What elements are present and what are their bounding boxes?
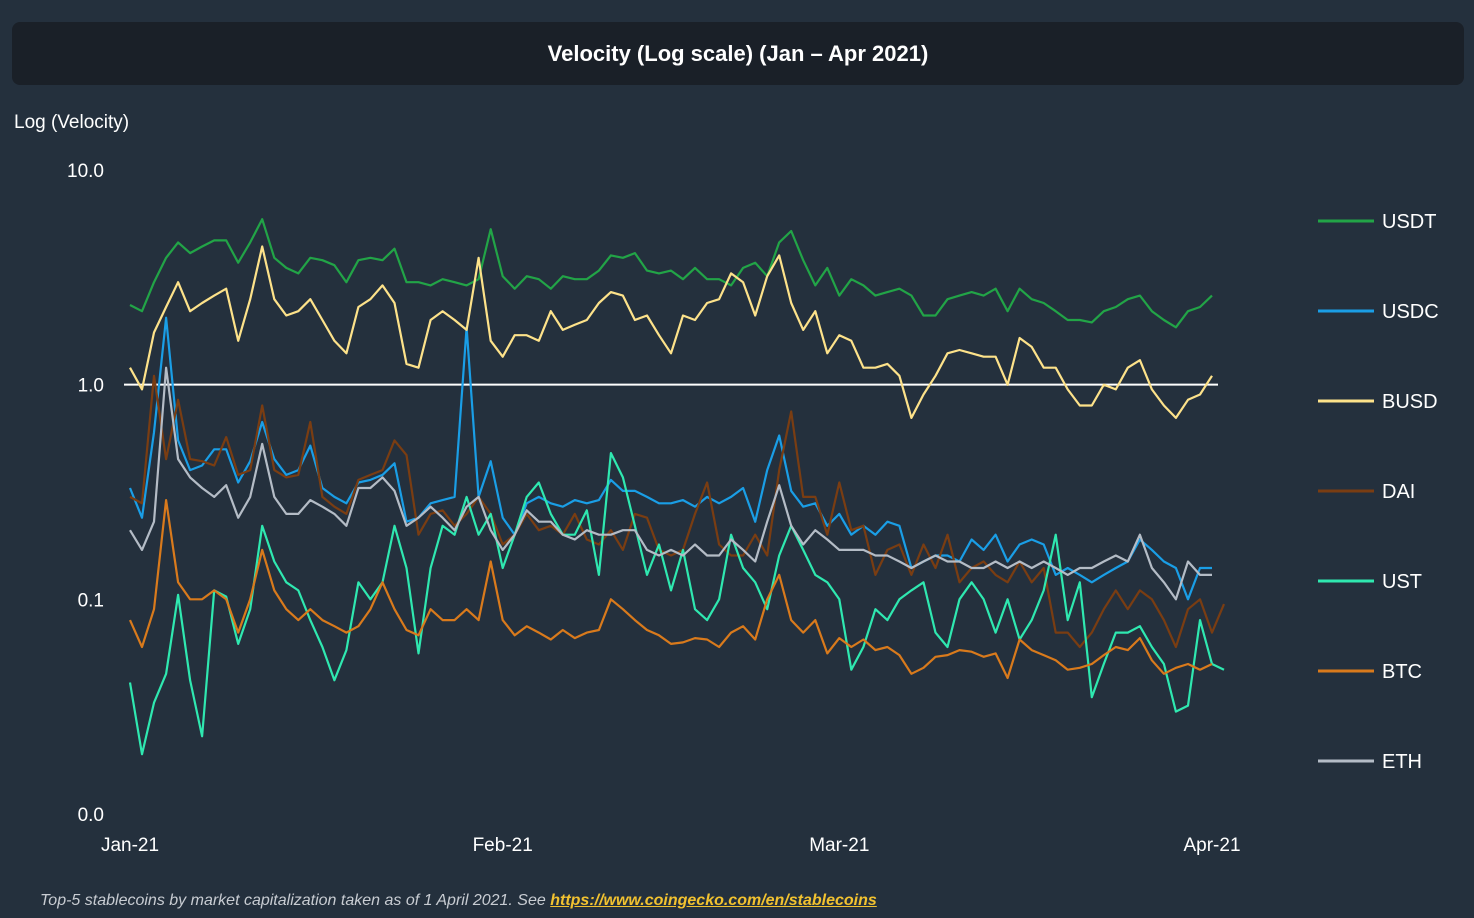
legend-label-usdt: USDT <box>1382 211 1436 233</box>
y-tick-label-0: 10.0 <box>67 161 104 182</box>
footer-note: Top-5 stablecoins by market capitalizati… <box>40 892 877 910</box>
y-tick-label-1: 1.0 <box>78 376 104 397</box>
series-line-usdc <box>128 316 1212 601</box>
y-tick-label-2: 0.1 <box>78 590 104 611</box>
chart-title: Velocity (Log scale) (Jan – Apr 2021) <box>547 40 929 66</box>
legend-label-btc: BTC <box>1382 661 1422 683</box>
series-line-busd <box>129 245 1213 419</box>
x-tick-label-2: Mar-21 <box>809 835 869 856</box>
legend-label-dai: DAI <box>1382 481 1415 503</box>
footer-text: Top-5 stablecoins by market capitalizati… <box>40 892 551 909</box>
y-axis-label: Log (Velocity) <box>14 112 130 133</box>
x-tick-label-0: Jan-21 <box>101 835 159 856</box>
legend-label-usdc: USDC <box>1382 301 1439 323</box>
legend-label-eth: ETH <box>1382 751 1422 773</box>
chart-title-bar: Velocity (Log scale) (Jan – Apr 2021) <box>12 22 1464 85</box>
series-line-ust <box>128 452 1225 756</box>
legend-label-busd: BUSD <box>1382 391 1438 413</box>
series-line-dai <box>129 374 1226 649</box>
legend-label-ust: UST <box>1382 571 1422 593</box>
series-line-btc <box>128 499 1213 680</box>
coingecko-link[interactable]: https://www.coingecko.com/en/stablecoins <box>550 892 877 909</box>
x-tick-label-1: Feb-21 <box>473 835 533 856</box>
series-line-eth <box>129 366 1212 601</box>
y-tick-label-3: 0.0 <box>78 805 104 826</box>
velocity-line-chart: 10.0 1.0 0.1 0.0 Jan-21 Feb-21 Mar-21 Apr-21 USD… <box>67 161 1439 856</box>
series-line-usdt <box>129 218 1213 329</box>
x-tick-label-3: Apr-21 <box>1183 835 1240 856</box>
